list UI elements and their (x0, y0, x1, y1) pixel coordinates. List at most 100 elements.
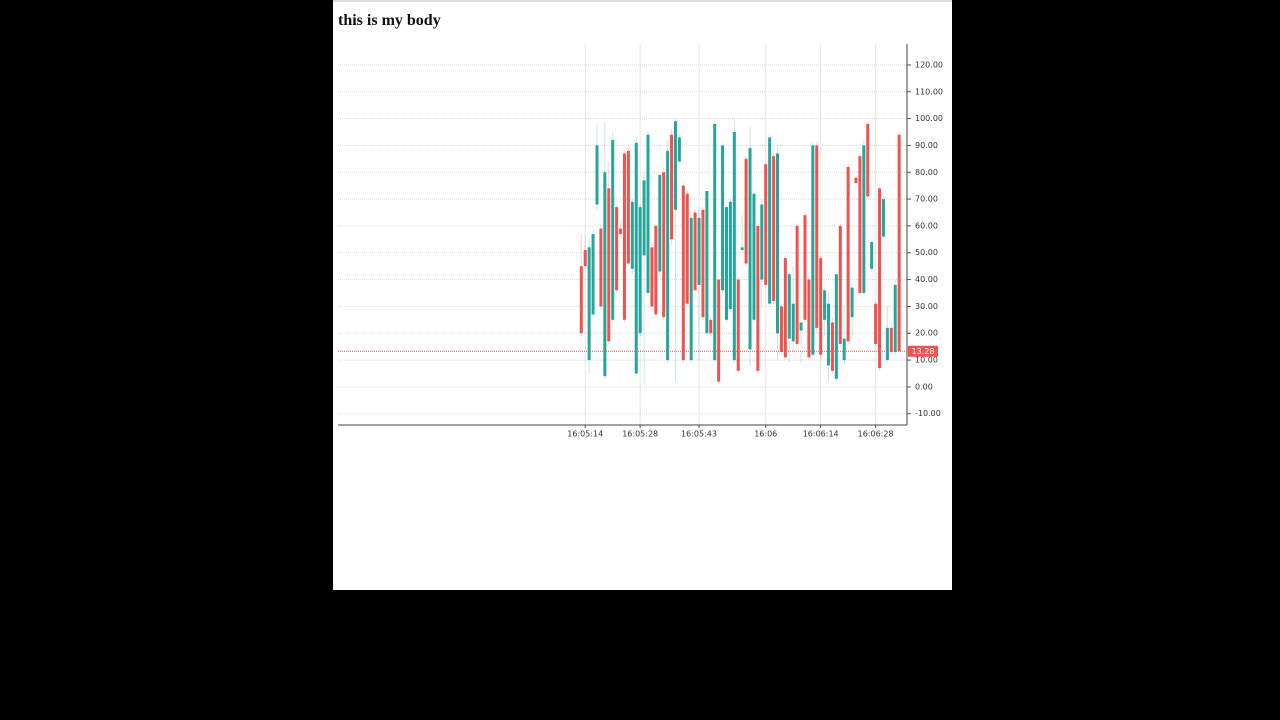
x-tick-label: 16:05:28 (622, 430, 658, 439)
y-tick-label: 80.00 (915, 168, 938, 177)
x-tick-label: 16:05:43 (681, 430, 717, 439)
candle-body (807, 279, 811, 358)
candle-body (752, 193, 756, 320)
candle-body (685, 193, 689, 304)
candle-body (619, 228, 623, 234)
candle-body (776, 153, 780, 334)
heading: this is my body (338, 12, 441, 29)
candle-body (823, 290, 827, 320)
candle-body (760, 204, 764, 280)
x-tick-label: 16:06 (754, 430, 777, 439)
candle-body (591, 233, 595, 315)
candle-body (599, 228, 603, 307)
last-price-badge (908, 345, 938, 357)
candle-body (603, 172, 607, 377)
candle-body (732, 132, 736, 361)
candle-body (803, 215, 807, 320)
y-tick-label: 30.00 (915, 302, 938, 311)
candle-body (583, 250, 587, 267)
candle-body (654, 225, 658, 315)
candle-body (846, 166, 850, 342)
candle-body (897, 134, 901, 352)
candle-body (587, 247, 591, 361)
candle-body (862, 145, 866, 293)
candle-body (709, 319, 713, 334)
candle-body (772, 156, 776, 302)
candle-body (670, 134, 674, 240)
candle-body (579, 266, 583, 334)
candle-body (827, 303, 831, 366)
candle-body (626, 150, 630, 264)
candle-body (893, 284, 897, 353)
candle-body (630, 201, 634, 269)
candle-body (764, 164, 768, 285)
x-tick-label: 16:06:28 (858, 430, 894, 439)
candle-body (689, 217, 693, 361)
x-tick-label: 16:05:14 (567, 430, 603, 439)
y-tick-label: 0.00 (915, 382, 933, 391)
candle-body (791, 303, 795, 342)
candle-body (787, 274, 791, 339)
y-tick-label: 20.00 (915, 329, 938, 338)
candle-body (595, 145, 599, 205)
x-tick-label: 16:06:14 (803, 430, 839, 439)
candle-body (642, 180, 646, 256)
candle-body (815, 145, 819, 328)
candle-body (677, 137, 681, 162)
candle-body (834, 274, 838, 379)
candle-body (634, 142, 638, 374)
candle-body (697, 217, 701, 285)
candle-body (795, 225, 799, 344)
candle-body (881, 199, 885, 237)
candle-body (650, 247, 654, 307)
y-tick-label: 120.00 (915, 60, 943, 69)
candle-body (838, 225, 842, 344)
candle-body (622, 153, 626, 320)
candle-body (889, 327, 893, 353)
candle-body (662, 172, 666, 318)
y-tick-label: 110.00 (915, 87, 943, 96)
candle-body (607, 188, 611, 342)
candle-body (728, 201, 732, 310)
candle-body (724, 207, 728, 320)
y-tick-label: 60.00 (915, 221, 938, 230)
candle-body (705, 191, 709, 334)
candle-body (768, 137, 772, 304)
y-tick-label: 50.00 (915, 248, 938, 257)
candle-body (740, 247, 744, 251)
y-tick-label: 40.00 (915, 275, 938, 284)
candle-body (693, 212, 697, 291)
candle-body (885, 327, 889, 361)
candle-body (850, 287, 854, 318)
y-tick-label: 100.00 (915, 114, 943, 123)
candle-body (611, 140, 615, 320)
candle-body (681, 185, 685, 361)
candle-body (842, 338, 846, 361)
candle-body (717, 279, 721, 382)
candle-body (866, 123, 870, 197)
candle-body (783, 258, 787, 358)
y-tick-label: -10.00 (915, 409, 941, 418)
y-tick-label: 70.00 (915, 195, 938, 204)
candle-body (870, 242, 874, 269)
candle-body (779, 306, 783, 353)
y-tick-label: 90.00 (915, 141, 938, 150)
candle-body (658, 174, 662, 272)
candle-body (819, 258, 823, 355)
candle-body (748, 148, 752, 350)
candle-body (673, 121, 677, 210)
candle-body (744, 158, 748, 264)
candle-body (615, 207, 619, 291)
candle-body (713, 123, 717, 361)
candle-body (858, 156, 862, 293)
candle-body (638, 207, 642, 334)
candle-body (756, 225, 760, 371)
candle-body (701, 209, 705, 318)
candle-body (666, 150, 670, 361)
candle-body (854, 177, 858, 183)
y-tick-label: 10.00 (915, 356, 938, 365)
candle-body (811, 145, 815, 355)
candle-body (878, 188, 882, 369)
